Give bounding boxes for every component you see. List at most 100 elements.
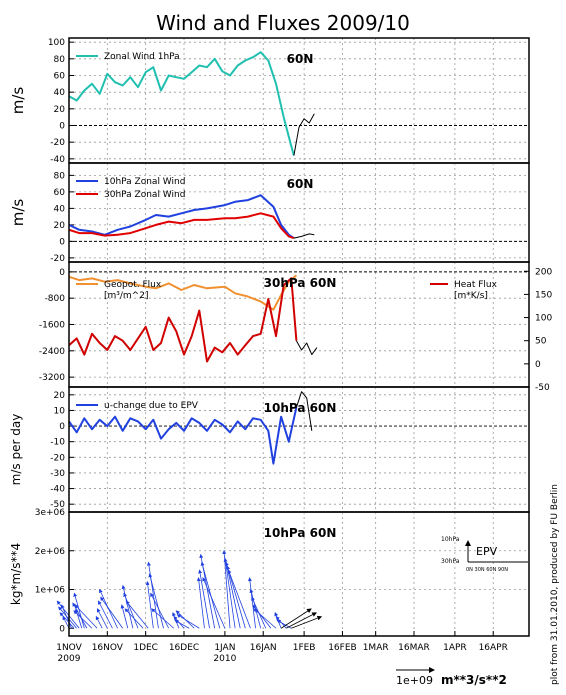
ytick-label: -10 — [50, 438, 65, 448]
legend-label: 10hPa Zonal Wind — [104, 177, 185, 187]
y-axis-label: m/s — [9, 87, 27, 115]
panel-frame — [68, 511, 530, 637]
vector-arrow — [100, 596, 123, 629]
vector-arrow — [124, 608, 144, 629]
vector-arrow — [95, 615, 103, 629]
vector-arrow — [252, 604, 272, 629]
epv-lat-labels: 0N 30N 60N 90N — [466, 567, 508, 573]
series-line — [68, 194, 295, 239]
ytick-label-right: 0 — [535, 360, 541, 370]
panel-5: 3e+06 2e+06 1e+06 0 kg*m/s**4 10hPa 60N EPV 10h… — [9, 508, 530, 637]
series-line — [293, 113, 315, 156]
legend-label: [m*K/s] — [454, 291, 488, 301]
ytick-label: 3e+06 — [35, 508, 66, 518]
legend-label: Zonal Wind 1hPa — [104, 52, 180, 62]
vector-arrow — [226, 565, 246, 629]
xtick-label: 16NOV — [92, 643, 124, 653]
series-line — [68, 212, 295, 240]
epv-inset: EPV 10hPa 30hPa 0N 30N 60N 90N — [441, 536, 528, 573]
arrow-scale-unit: m**3/s**2 — [441, 673, 507, 687]
vector-arrow — [96, 608, 108, 629]
year-label: 2009 — [58, 654, 81, 664]
epv-label: EPV — [476, 545, 498, 558]
panel-1: 100 80 60 40 20 0 -20 -40 m/s 60N Zonal Wind 1hPa — [9, 37, 530, 165]
series-line — [68, 277, 298, 363]
panel-2: 80 60 40 20 0 -20 m/s 60N 10hPa Zonal Wind 30hPa … — [9, 162, 530, 264]
vector-arrow — [62, 615, 70, 629]
vector-arrow — [223, 557, 236, 629]
ytick-label: -20 — [50, 453, 65, 463]
ytick-label: 60 — [54, 72, 66, 82]
series-line — [68, 407, 298, 465]
ytick-label: 80 — [54, 171, 66, 181]
xtick-label: 1FEB — [293, 643, 316, 653]
vector-arrow — [148, 573, 164, 629]
ytick-label-right: 200 — [535, 267, 552, 277]
vector-arrow — [174, 620, 190, 629]
series-line — [295, 391, 313, 431]
ytick-label: 1e+06 — [35, 586, 66, 596]
legend-label: 30hPa Zonal Wind — [104, 190, 185, 200]
vector-arrow — [56, 600, 80, 629]
series-line — [68, 274, 298, 311]
panel-annotation: 60N — [287, 52, 314, 66]
xtick-label: 16DEC — [169, 643, 199, 653]
ytick-label-right: 50 — [535, 337, 547, 347]
credit-text: plot from 31.01.2010, produced by FU Ber… — [550, 484, 560, 685]
vector-arrow — [73, 592, 85, 629]
ytick-label: 0 — [59, 122, 65, 132]
arrow-scale: 1e+09 m**3/s**2 — [396, 667, 507, 687]
chart-title: Wind and Fluxes 2009/10 — [156, 11, 410, 35]
ytick-label: 2e+06 — [35, 547, 66, 557]
legend-label: u-change due to EPV — [104, 401, 199, 411]
y-axis-label: m/s — [9, 199, 27, 227]
ytick-label: 20 — [54, 105, 66, 115]
ytick-label: 80 — [54, 55, 66, 65]
ytick-label: 20 — [54, 391, 66, 401]
ytick-label: 0 — [59, 237, 65, 247]
vector-arrow — [120, 604, 129, 629]
panel-annotation: 10hPa 60N — [264, 526, 337, 540]
panel-4: 20 10 0 -10 -20 -30 -40 -50 m/s per day 10hPa 60N… — [9, 386, 530, 513]
xtick-label: 1NOV — [56, 643, 82, 653]
vector-arrow — [59, 612, 75, 629]
vector-arrow — [98, 600, 113, 629]
ytick-label: -20 — [50, 138, 65, 148]
xtick-label: 1DEC — [133, 643, 158, 653]
ytick-label: 0 — [59, 422, 65, 432]
ytick-label: -50 — [50, 500, 65, 510]
ytick-label: 60 — [54, 188, 66, 198]
xtick-label: 1APR — [443, 643, 467, 653]
panel-annotation: 60N — [287, 177, 314, 191]
vector-arrow — [196, 577, 205, 629]
arrow-scale-value: 1e+09 — [396, 674, 433, 687]
ytick-label: 0 — [59, 624, 65, 634]
vector-arrow — [280, 608, 312, 629]
vector-arrow — [247, 577, 256, 629]
vector-arrow — [286, 612, 317, 629]
xtick-label: 16FEB — [328, 643, 357, 653]
legend-label: Geopot. Flux — [104, 280, 162, 290]
ytick-label-right: 100 — [535, 314, 552, 324]
vector-arrow — [73, 610, 93, 629]
panel-annotation: 10hPa 60N — [264, 401, 337, 415]
xtick-label: 1MAR — [363, 643, 389, 653]
xtick-label: 1JAN — [214, 643, 235, 653]
vector-arrow — [74, 604, 98, 629]
vector-arrow — [176, 614, 200, 629]
ytick-label: 40 — [54, 88, 66, 98]
ytick-label: 100 — [48, 38, 65, 48]
series-line — [293, 233, 315, 239]
ytick-label: -3200 — [39, 373, 65, 383]
ytick-label-right: 150 — [535, 290, 552, 300]
series-line — [295, 340, 318, 356]
vector-arrow — [198, 569, 210, 629]
vector-arrow — [253, 608, 277, 629]
ytick-label: -40 — [50, 485, 65, 495]
vector-arrow — [227, 569, 251, 629]
vector-arrow — [146, 561, 159, 629]
vector-arrow — [202, 577, 226, 629]
panel-annotation: 30hPa 60N — [264, 276, 337, 290]
ytick-label: -30 — [50, 469, 65, 479]
